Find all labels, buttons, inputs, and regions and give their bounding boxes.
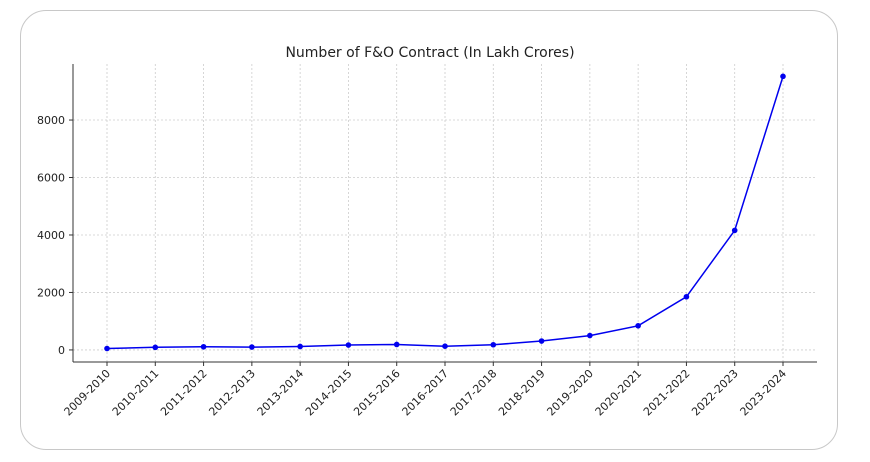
data-point [393,341,400,348]
data-point [442,343,448,349]
x-tick-label: 2021-2022 [641,367,693,419]
x-tick-label: 2011-2012 [158,367,210,419]
data-point [731,227,738,234]
y-tick-label: 0 [58,344,65,357]
y-tick-labels: 0 2000 4000 6000 8000 [37,114,65,357]
data-point [587,332,593,339]
chart-title: Number of F&O Contract (In Lakh Crores) [285,45,574,61]
x-tick-label: 2012-2013 [206,367,258,419]
data-point [345,342,352,348]
x-tick-label: 2023-2024 [738,367,790,419]
data-point [683,293,690,300]
data-point [200,343,207,350]
y-tick-label: 4000 [37,229,65,242]
data-point [538,338,545,344]
x-tick-label: 2014-2015 [303,367,355,419]
data-point [297,343,303,350]
x-tick-label: 2018-2019 [496,367,548,419]
x-tick-labels: 2009-20102010-20112011-20122012-20132013… [62,367,790,419]
data-point [152,344,159,351]
chart-card [20,10,838,450]
y-tick-label: 8000 [37,114,65,127]
x-tick-label: 2019-2020 [544,367,596,419]
x-tick-label: 2020-2021 [593,367,645,419]
x-tick-label: 2022-2023 [689,367,741,419]
series [104,73,786,352]
data-point [635,322,641,329]
y-tick-label: 6000 [37,172,65,185]
x-tick-label: 2017-2018 [448,367,500,419]
y-tick-label: 2000 [37,286,65,299]
grid [73,64,817,362]
x-tick-label: 2016-2017 [400,367,452,419]
data-point [104,345,110,352]
data-point [249,344,255,350]
x-tick-label: 2015-2016 [351,367,403,419]
axes [69,64,817,366]
x-tick-label: 2013-2014 [255,367,307,419]
x-tick-label: 2010-2011 [110,367,162,419]
data-point [780,73,786,80]
x-tick-label: 2009-2010 [62,367,114,419]
data-point [490,341,497,348]
